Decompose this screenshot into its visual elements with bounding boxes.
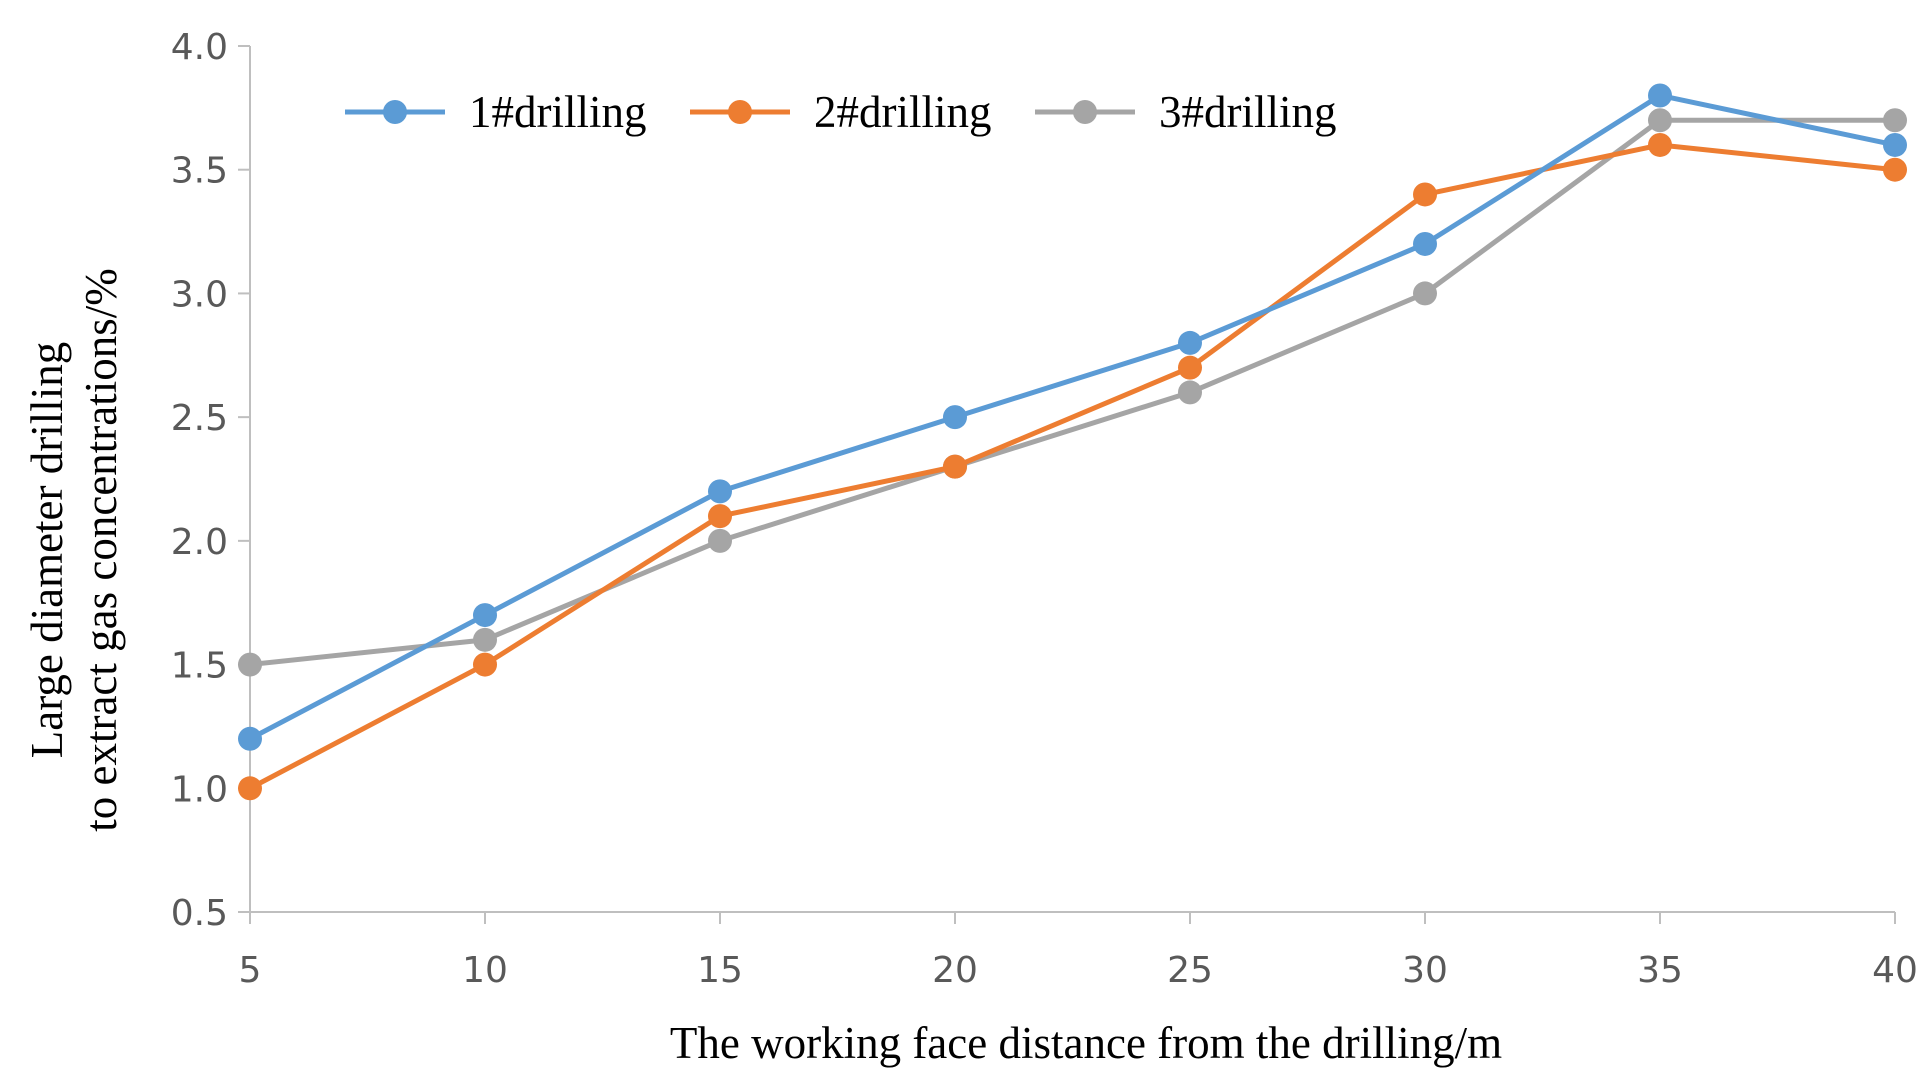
series-line bbox=[249, 117, 1895, 668]
legend-label: 1#drilling bbox=[469, 87, 647, 137]
data-point bbox=[943, 454, 967, 479]
data-point bbox=[708, 504, 732, 529]
data-point bbox=[943, 405, 967, 430]
x-axis-title: The working face distance from the drill… bbox=[670, 1018, 1502, 1068]
y-tick-label: 3.5 bbox=[171, 151, 228, 192]
x-tick-label: 30 bbox=[1402, 950, 1448, 991]
data-point bbox=[238, 776, 262, 801]
data-point bbox=[1178, 330, 1202, 355]
data-point bbox=[1648, 83, 1672, 108]
x-tick-label: 20 bbox=[932, 950, 978, 991]
series-2-drilling bbox=[238, 132, 1907, 801]
legend-marker bbox=[728, 100, 752, 124]
series-layer bbox=[238, 83, 1907, 801]
legend: 1#drilling 2#drilling 3#drilling bbox=[345, 87, 1337, 137]
y-tick-label: 3.0 bbox=[171, 274, 228, 315]
x-tick-label: 15 bbox=[697, 950, 743, 991]
data-point bbox=[1413, 182, 1437, 207]
data-point bbox=[1178, 355, 1202, 380]
data-point bbox=[708, 528, 732, 553]
data-point bbox=[708, 479, 732, 504]
data-point bbox=[238, 652, 262, 677]
x-tick-label: 10 bbox=[462, 950, 508, 991]
y-tick-label: 0.5 bbox=[171, 893, 228, 934]
series-line bbox=[248, 142, 1896, 791]
x-tick-label: 35 bbox=[1637, 950, 1683, 991]
y-axis-title-line-1: Large diameter drilling bbox=[22, 342, 72, 759]
y-tick-label: 4.0 bbox=[171, 27, 228, 68]
legend-label: 3#drilling bbox=[1159, 87, 1337, 137]
legend-marker bbox=[1073, 100, 1097, 124]
data-point bbox=[473, 603, 497, 628]
data-point bbox=[1883, 132, 1907, 157]
series-3-drilling bbox=[238, 108, 1907, 677]
y-tick-label: 1.0 bbox=[171, 769, 228, 810]
y-axis-title-line-2: to extract gas concentrations/% bbox=[76, 268, 126, 832]
x-tick-label: 5 bbox=[239, 950, 262, 991]
legend-item: 2#drilling bbox=[690, 87, 992, 137]
data-point bbox=[1883, 157, 1907, 182]
x-tick-label: 40 bbox=[1872, 950, 1918, 991]
series-line bbox=[248, 92, 1896, 742]
y-tick-label: 2.5 bbox=[171, 398, 228, 439]
x-tick-label: 25 bbox=[1167, 950, 1213, 991]
legend-label: 2#drilling bbox=[814, 87, 992, 137]
data-point bbox=[473, 652, 497, 677]
data-point bbox=[1413, 231, 1437, 256]
x-axis-ticks: 5 10 15 20 25 30 35 40 bbox=[239, 912, 1918, 991]
data-point bbox=[1413, 281, 1437, 306]
data-point bbox=[1883, 108, 1907, 133]
legend-item: 1#drilling bbox=[345, 87, 647, 137]
data-point bbox=[238, 726, 262, 751]
data-point bbox=[1178, 380, 1202, 405]
data-point bbox=[473, 627, 497, 652]
series-1-drilling bbox=[238, 83, 1907, 751]
chart-axes: 0.5 1.0 1.5 2.0 2.5 3.0 3.5 4.0 5 10 15 20 25 30 35 40 bbox=[171, 27, 1918, 991]
data-point bbox=[1648, 108, 1672, 133]
y-tick-label: 1.5 bbox=[171, 646, 228, 687]
legend-marker bbox=[383, 100, 407, 124]
y-axis-title: Large diameter drilling to extract gas c… bbox=[22, 268, 126, 832]
y-tick-label: 2.0 bbox=[171, 522, 228, 563]
y-axis-ticks: 0.5 1.0 1.5 2.0 2.5 3.0 3.5 4.0 bbox=[171, 27, 250, 934]
legend-item: 3#drilling bbox=[1035, 87, 1337, 137]
data-point bbox=[1648, 132, 1672, 157]
